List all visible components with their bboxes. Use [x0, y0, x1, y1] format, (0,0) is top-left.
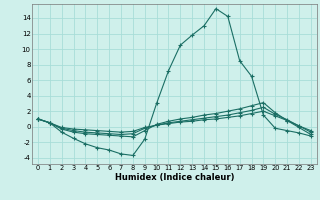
X-axis label: Humidex (Indice chaleur): Humidex (Indice chaleur)	[115, 173, 234, 182]
